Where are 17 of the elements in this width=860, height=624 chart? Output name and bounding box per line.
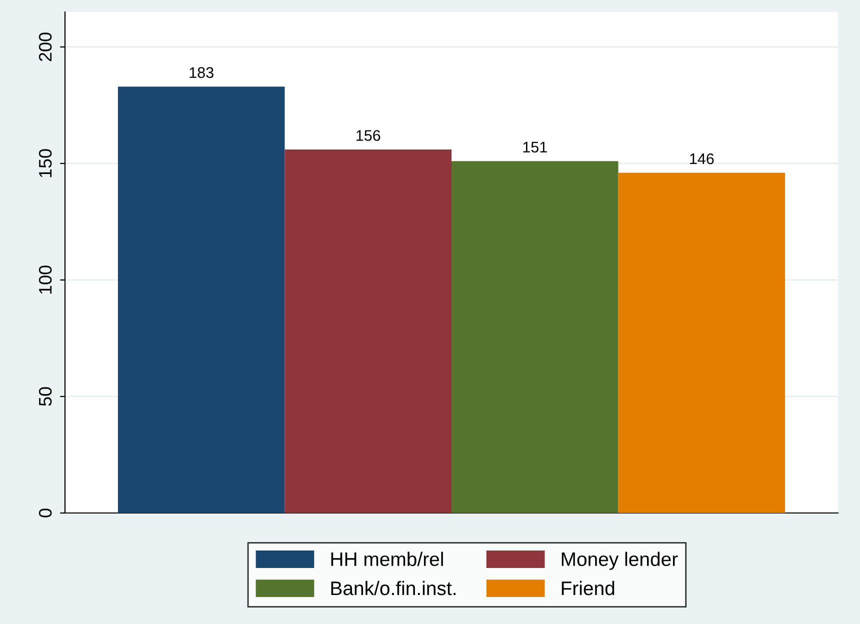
data-label: 156 xyxy=(356,130,380,141)
y-tick-label: 200 xyxy=(38,32,52,62)
data-label: 151 xyxy=(523,142,547,153)
y-tick-label: 0 xyxy=(38,508,52,518)
legend-label: Bank/o.fin.inst. xyxy=(331,580,456,596)
y-tick-label: 150 xyxy=(38,149,52,178)
data-label: 146 xyxy=(690,153,714,164)
data-label: 183 xyxy=(190,67,214,78)
bar xyxy=(118,86,285,513)
bar xyxy=(452,161,618,513)
legend-label: Friend xyxy=(562,580,614,596)
bar xyxy=(618,172,786,513)
bar xyxy=(284,149,452,513)
legend-label: Money lender xyxy=(562,552,678,570)
y-tick-label: 50 xyxy=(38,387,52,406)
y-tick-label: 100 xyxy=(38,266,52,294)
legend-label: HH memb/rel xyxy=(331,552,443,566)
